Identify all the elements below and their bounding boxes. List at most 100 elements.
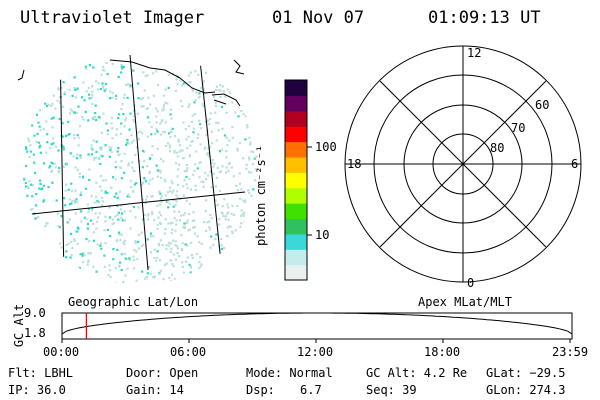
emission-dot — [221, 85, 224, 88]
emission-dot — [162, 108, 165, 111]
emission-dot — [236, 149, 239, 152]
emission-dot — [122, 65, 125, 68]
emission-dot — [188, 202, 191, 205]
emission-dot — [194, 113, 197, 116]
emission-dot — [78, 266, 81, 270]
emission-dot — [105, 61, 108, 65]
emission-dot — [132, 190, 135, 193]
emission-dot — [117, 75, 120, 78]
emission-dot — [73, 86, 76, 90]
emission-dot — [102, 85, 105, 88]
emission-dot — [228, 91, 232, 94]
emission-dot — [60, 246, 63, 249]
emission-dot — [194, 184, 197, 187]
emission-dot — [204, 171, 207, 174]
emission-dot — [91, 90, 94, 93]
emission-dot — [165, 244, 168, 247]
color-bar-band — [285, 80, 307, 96]
emission-dot — [101, 86, 105, 89]
emission-dot — [65, 243, 68, 247]
emission-dot — [159, 157, 162, 161]
emission-dot — [186, 244, 189, 247]
mlt-label-0: 0 — [467, 276, 475, 290]
time-label: 01:09:13 UT — [428, 8, 541, 28]
emission-dot — [100, 247, 103, 250]
emission-dot — [204, 210, 207, 213]
emission-dot — [82, 252, 85, 255]
emission-dot — [44, 224, 47, 228]
emission-dot — [78, 172, 81, 175]
emission-dot — [34, 217, 37, 220]
emission-dot — [111, 127, 114, 130]
emission-dot — [163, 263, 167, 266]
emission-dot — [184, 212, 187, 215]
emission-dot — [71, 94, 74, 97]
emission-dot — [206, 152, 209, 155]
emission-dot — [23, 178, 26, 181]
emission-dot — [104, 191, 107, 194]
emission-dot — [79, 193, 82, 197]
emission-dot — [122, 96, 125, 99]
emission-dot — [135, 250, 138, 253]
emission-dot — [182, 226, 185, 229]
emission-dot — [244, 138, 247, 141]
emission-dot — [106, 228, 109, 231]
emission-dot — [105, 83, 108, 86]
emission-dot — [193, 219, 196, 222]
emission-dot — [191, 114, 194, 117]
emission-dot — [194, 188, 197, 192]
emission-dot — [200, 242, 203, 245]
emission-dot — [159, 259, 162, 262]
emission-dot — [117, 211, 120, 214]
emission-dot — [225, 150, 228, 153]
emission-dot — [55, 199, 58, 202]
emission-dot — [205, 229, 208, 232]
emission-dot — [236, 147, 239, 150]
emission-dot — [234, 229, 237, 232]
emission-dot — [208, 226, 211, 229]
emission-dot — [134, 240, 137, 243]
emission-dot — [207, 153, 210, 157]
emission-dot — [161, 109, 164, 112]
emission-dot — [210, 130, 213, 133]
emission-dot — [238, 142, 242, 145]
door-info: Door: Open — [126, 366, 199, 380]
emission-dot — [242, 199, 245, 202]
emission-dot — [73, 238, 76, 241]
emission-dot — [171, 127, 174, 130]
emission-dot — [218, 223, 221, 226]
emission-dot — [196, 235, 199, 238]
emission-dot — [231, 204, 234, 208]
emission-dot — [238, 182, 241, 185]
emission-dot — [195, 150, 198, 153]
emission-dot — [164, 228, 167, 231]
emission-dot — [29, 150, 32, 153]
emission-dot — [51, 169, 54, 172]
emission-dot — [109, 90, 112, 93]
emission-dot — [45, 222, 48, 225]
mlat-label-70: 70 — [511, 121, 526, 135]
emission-dot — [63, 91, 66, 94]
emission-dot — [171, 182, 174, 185]
emission-dot — [148, 121, 151, 124]
emission-dot — [175, 245, 178, 248]
emission-dot — [110, 122, 113, 125]
emission-dot — [44, 102, 47, 105]
emission-dot — [190, 120, 193, 123]
emission-dot — [242, 214, 245, 217]
emission-dot — [150, 273, 153, 276]
emission-dot — [175, 200, 178, 203]
emission-dot — [69, 152, 72, 155]
map-caption: Geographic Lat/Lon — [68, 295, 199, 309]
emission-dot — [96, 200, 99, 203]
emission-dot — [228, 139, 231, 142]
emission-dot — [155, 115, 158, 118]
emission-dot — [39, 129, 42, 132]
emission-dot — [100, 146, 103, 149]
emission-dot — [87, 86, 90, 89]
emission-dot — [164, 218, 167, 221]
emission-dot — [142, 182, 145, 185]
emission-dot — [82, 118, 85, 121]
emission-dot — [68, 112, 72, 115]
